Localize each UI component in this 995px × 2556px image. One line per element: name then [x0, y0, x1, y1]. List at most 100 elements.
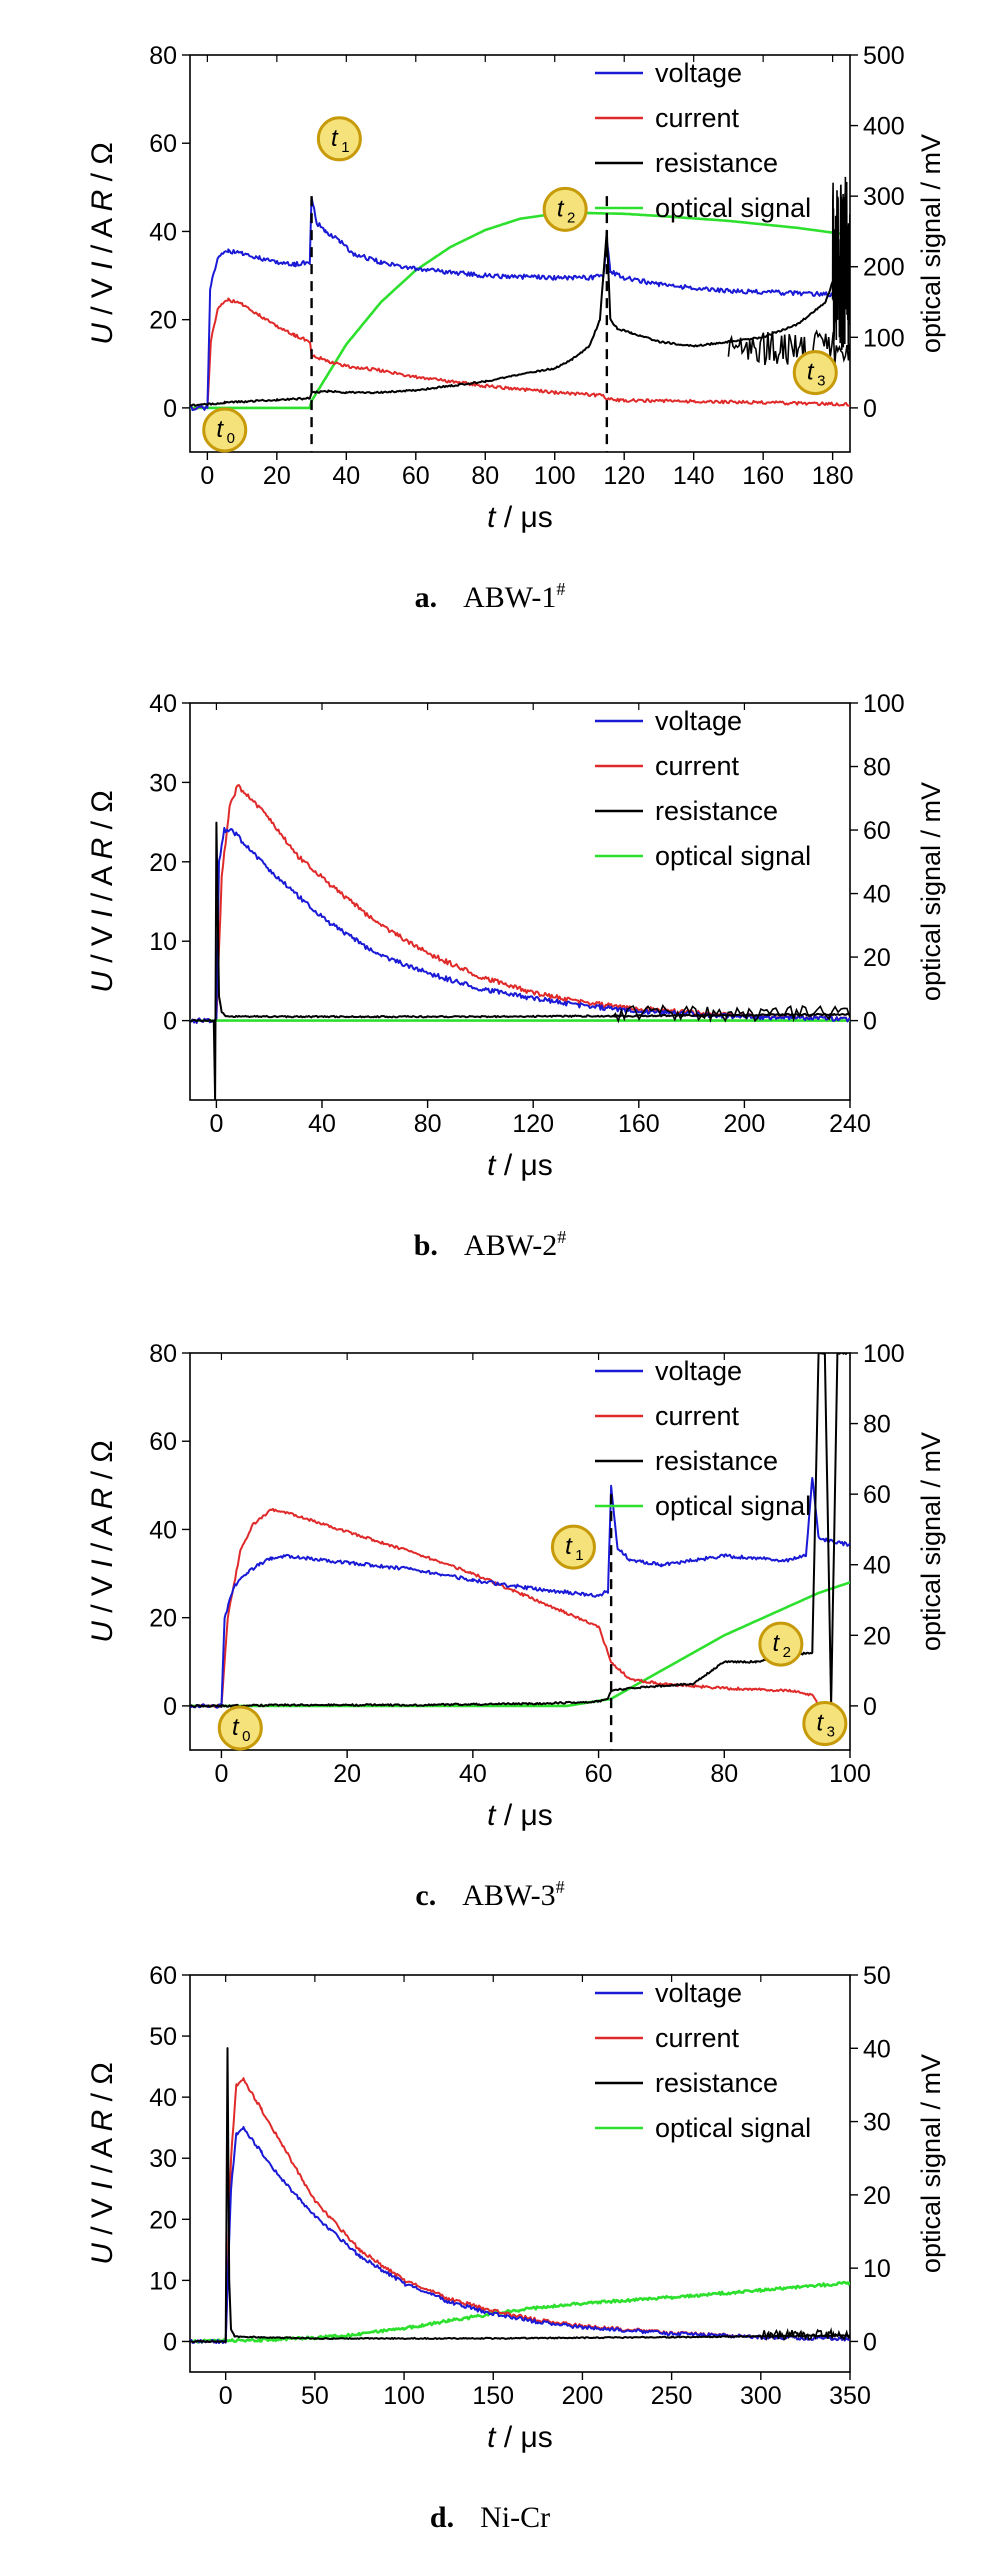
series-line-optical-signal: [190, 2280, 850, 2344]
y-right-tick-label: 0: [863, 395, 877, 423]
legend-label: current: [655, 1401, 740, 1431]
x-axis-label: t / μs: [487, 1799, 553, 1832]
y-tick-label: 60: [149, 130, 177, 158]
x-tick-label: 100: [383, 2382, 425, 2410]
series-line-resistance: [190, 821, 850, 1100]
x-tick-label: 40: [308, 1110, 336, 1138]
x-tick-label: 40: [332, 462, 360, 490]
y-tick-label: 40: [149, 690, 177, 718]
legend-label: resistance: [655, 1446, 778, 1476]
x-tick-label: 150: [472, 2382, 514, 2410]
series-line-voltage: [190, 826, 850, 1024]
x-tick-label: 100: [534, 462, 576, 490]
x-tick-label: 300: [740, 2382, 782, 2410]
x-tick-label: 80: [471, 462, 499, 490]
x-tick-label: 0: [219, 2382, 233, 2410]
series-line-current: [190, 297, 850, 411]
x-tick-label: 160: [618, 1110, 660, 1138]
y-right-axis-label: optical signal / mV: [916, 134, 946, 353]
svg-text:3: 3: [827, 1724, 835, 1741]
x-tick-label: 240: [829, 1110, 871, 1138]
legend-label: voltage: [655, 706, 742, 736]
y-right-tick-label: 30: [863, 2109, 891, 2137]
x-tick-label: 0: [209, 1110, 223, 1138]
y-axis-label: U / V I / A R / Ω: [86, 790, 119, 993]
x-axis-label: t / μs: [487, 2421, 553, 2454]
legend-label: optical signal: [655, 193, 811, 223]
series-line-optical-signal: [190, 211, 850, 410]
legend: voltage current resistance optical signal: [595, 706, 811, 871]
plot-frame: [189, 54, 851, 453]
y-right-tick-label: 0: [863, 1693, 877, 1721]
y-right-tick-label: 100: [863, 1340, 905, 1368]
svg-text:t: t: [565, 1533, 573, 1560]
svg-text:0: 0: [242, 1728, 250, 1745]
y-tick-label: 0: [163, 1008, 177, 1036]
svg-text:0: 0: [227, 430, 235, 447]
y-tick-label: 30: [149, 769, 177, 797]
legend-label: current: [655, 751, 740, 781]
chart-panel-4: 0 50 100 150 200 250 300 350 0 10 20 30 40 50 60 0 10 20 3…: [86, 1962, 946, 2534]
legend-label: optical signal: [655, 2113, 811, 2143]
y-axis-label: U / V I / A R / Ω: [86, 142, 119, 345]
svg-text:t: t: [232, 1714, 240, 1741]
y-tick-label: 0: [163, 2328, 177, 2356]
series-noise-resistance: [727, 329, 850, 366]
series-line-resistance: [190, 229, 850, 407]
x-tick-label: 250: [651, 2382, 693, 2410]
legend-label: resistance: [655, 148, 778, 178]
legend: voltage current resistance optical signal: [595, 1978, 811, 2143]
y-right-tick-label: 80: [863, 1411, 891, 1439]
x-tick-label: 200: [562, 2382, 604, 2410]
y-tick-label: 0: [163, 1693, 177, 1721]
y-right-tick-label: 100: [863, 324, 905, 352]
legend-label: current: [655, 103, 740, 133]
y-right-tick-label: 60: [863, 817, 891, 845]
svg-text:3: 3: [817, 373, 825, 390]
y-right-tick-label: 300: [863, 183, 905, 211]
series-line-current: [190, 1507, 820, 1709]
y-tick-label: 80: [149, 42, 177, 70]
y-tick-label: 50: [149, 2023, 177, 2051]
y-right-tick-label: 0: [863, 2328, 877, 2356]
svg-text:t: t: [216, 416, 224, 443]
svg-text:1: 1: [341, 139, 349, 156]
series-line-resistance: [190, 1353, 850, 1708]
x-tick-label: 180: [812, 462, 854, 490]
series-noise-resistance: [760, 2327, 850, 2342]
legend: voltage current resistance optical signal: [595, 1356, 811, 1521]
series-line-voltage: [190, 1477, 850, 1709]
svg-text:t: t: [807, 359, 815, 386]
series-line-optical-signal: [190, 1581, 850, 1708]
y-tick-label: 0: [163, 395, 177, 423]
y-tick-label: 40: [149, 2084, 177, 2112]
panel-caption: d. Ni-Cr: [430, 2501, 550, 2534]
svg-text:t: t: [557, 195, 565, 222]
x-tick-label: 40: [459, 1760, 487, 1788]
y-right-tick-label: 50: [863, 1962, 891, 1990]
y-right-tick-label: 500: [863, 42, 905, 70]
y-tick-label: 20: [149, 307, 177, 335]
y-tick-label: 10: [149, 2267, 177, 2295]
y-right-axis-label: optical signal / mV: [916, 782, 946, 1001]
panel-caption: a. ABW-1#: [415, 579, 566, 614]
legend-label: voltage: [655, 58, 742, 88]
y-tick-label: 20: [149, 1605, 177, 1633]
y-right-tick-label: 60: [863, 1481, 891, 1509]
x-tick-label: 60: [402, 462, 430, 490]
series-noise-resistance: [831, 176, 850, 351]
series-noise-resistance: [611, 1003, 850, 1024]
y-right-tick-label: 20: [863, 1622, 891, 1650]
y-right-tick-label: 40: [863, 881, 891, 909]
legend-label: resistance: [655, 796, 778, 826]
panel-caption: b. ABW-2#: [414, 1227, 567, 1262]
legend-label: optical signal: [655, 1491, 811, 1521]
